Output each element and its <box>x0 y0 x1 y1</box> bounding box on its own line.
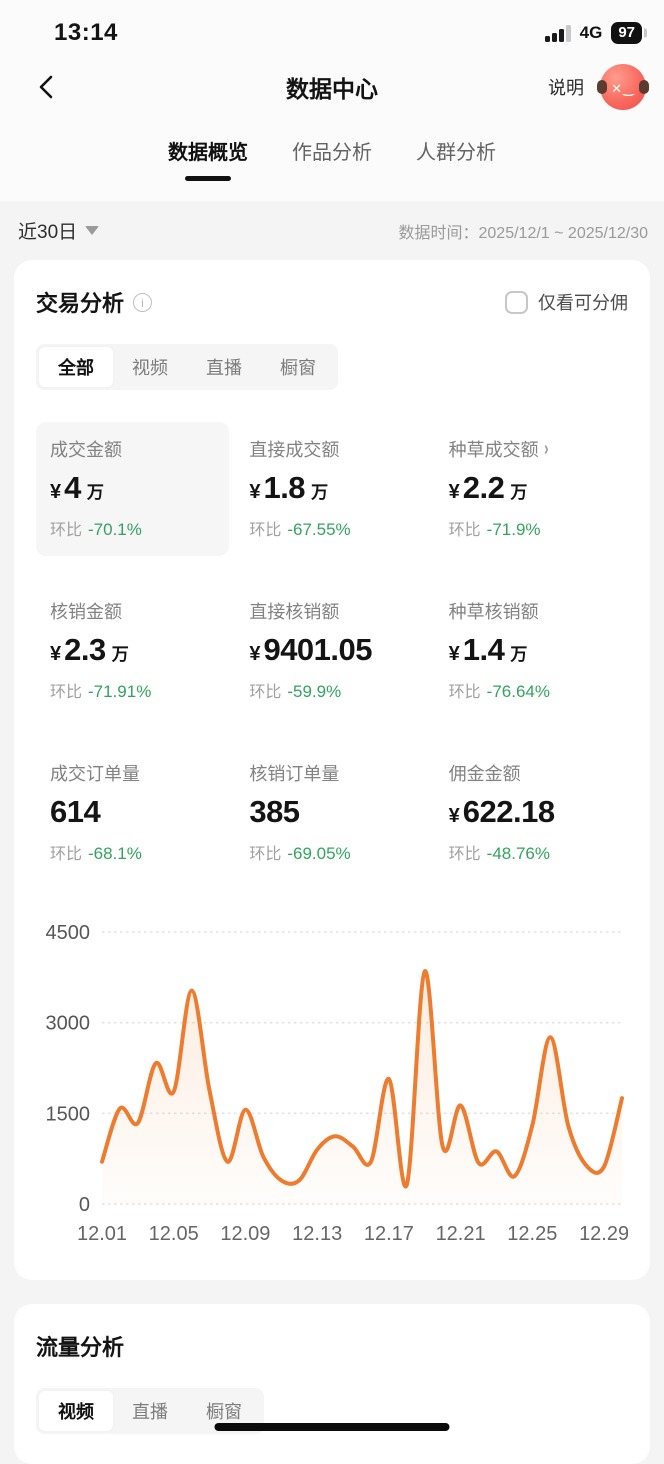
metric-label: 直接成交额 <box>249 440 340 460</box>
svg-text:12.17: 12.17 <box>364 1223 414 1245</box>
trend-line-chart: 0 1500 3000 4500 12.01 12.05 12.09 12.13 12.17 12… <box>46 922 629 1245</box>
metric-compare: 环比 -71.9% <box>448 520 541 539</box>
metric-cell[interactable]: 成交订单量 614 环比 -68.1% <box>36 746 229 880</box>
metric-compare: 环比 -59.9% <box>249 682 342 701</box>
metric-cell[interactable]: 直接核销额 ¥9401.05 环比 -59.9% <box>235 584 428 718</box>
clock: 13:14 <box>54 19 118 46</box>
metric-label: 直接核销额 <box>249 602 340 622</box>
metric-compare: 环比 -67.55% <box>249 520 351 539</box>
svg-text:12.05: 12.05 <box>149 1223 199 1245</box>
trade-analysis-card: 交易分析 i 仅看可分佣 全部 视频 直播 橱窗 成交金额 ¥4 万环比 -70.1%… <box>14 260 650 1280</box>
svg-text:4500: 4500 <box>46 922 91 944</box>
commission-checkbox[interactable] <box>505 290 528 314</box>
battery-icon: 97 <box>611 22 642 44</box>
metric-value: ¥9401.05 <box>249 632 373 667</box>
metric-value: ¥2.2 万 <box>448 470 528 505</box>
date-range-selector[interactable]: 近30日 <box>18 217 100 244</box>
trade-segment-video[interactable]: 视频 <box>132 358 168 378</box>
tab-audience-analysis[interactable]: 人群分析 <box>416 142 496 164</box>
date-range-label: 近30日 <box>18 222 78 243</box>
caret-down-icon <box>85 226 100 235</box>
network-type: 4G <box>579 23 603 42</box>
metric-value: ¥4 万 <box>50 470 104 505</box>
metric-cell[interactable]: 成交金额 ¥4 万环比 -70.1% <box>36 422 230 556</box>
traffic-segment-showcase[interactable]: 橱窗 <box>206 1402 242 1422</box>
filter-row: 近30日 数据时间：2025/12/1 ~ 2025/12/30 <box>0 201 664 260</box>
svg-text:0: 0 <box>79 1194 90 1216</box>
traffic-analysis-card: 流量分析 视频 直播 橱窗 <box>14 1304 650 1464</box>
trade-segmented-control: 全部 视频 直播 橱窗 <box>36 344 338 390</box>
metric-label: 佣金金额 <box>448 764 521 784</box>
svg-text:12.25: 12.25 <box>507 1223 557 1245</box>
metric-value: 614 <box>50 794 101 829</box>
metric-compare: 环比 -69.05% <box>249 844 351 863</box>
metric-label: 成交订单量 <box>50 764 140 784</box>
metric-cell[interactable]: 种草成交额 › ¥2.2 万环比 -71.9% <box>435 422 628 556</box>
metric-label: 种草核销额 <box>448 602 539 622</box>
metrics-grid: 成交金额 ¥4 万环比 -70.1% 直接成交额 ¥1.8 万环比 -67.55% 种草成交额 ›… <box>36 422 628 880</box>
signal-icon <box>545 24 571 42</box>
commission-filter[interactable]: 仅看可分佣 <box>505 289 628 315</box>
top-section: 13:14 4G 97 数据中心 说明 ✕‿ 数据概览 作品分析 人群分析 <box>0 0 664 201</box>
metric-compare: 环比 -48.76% <box>448 844 550 863</box>
data-time-range: 数据时间：2025/12/1 ~ 2025/12/30 <box>398 224 648 242</box>
top-tab-bar: 数据概览 作品分析 人群分析 <box>0 118 664 201</box>
metric-label: 核销订单量 <box>249 764 340 784</box>
metric-value: ¥1.8 万 <box>249 470 329 505</box>
metric-cell[interactable]: 直接成交额 ¥1.8 万环比 -67.55% <box>235 422 428 556</box>
svg-text:1500: 1500 <box>46 1103 91 1125</box>
metric-compare: 环比 -68.1% <box>50 844 142 863</box>
info-icon[interactable]: i <box>133 292 153 312</box>
traffic-segment-live[interactable]: 直播 <box>132 1402 168 1422</box>
svg-text:12.09: 12.09 <box>220 1223 270 1245</box>
commission-checkbox-label: 仅看可分佣 <box>538 293 628 313</box>
back-button[interactable] <box>34 67 74 107</box>
metric-cell[interactable]: 核销订单量 385 环比 -69.05% <box>235 746 428 880</box>
metric-value: ¥1.4 万 <box>448 632 528 667</box>
svg-text:12.21: 12.21 <box>436 1223 486 1245</box>
metric-cell[interactable]: 佣金金额 ¥622.18 环比 -48.76% <box>435 746 628 880</box>
back-chevron-icon <box>39 75 53 99</box>
home-indicator[interactable] <box>214 1423 450 1431</box>
svg-text:3000: 3000 <box>46 1013 91 1035</box>
chevron-right-icon: › <box>543 438 549 460</box>
svg-text:12.29: 12.29 <box>579 1223 628 1245</box>
metric-value: ¥2.3 万 <box>50 632 129 667</box>
svg-text:12.13: 12.13 <box>292 1223 342 1245</box>
metric-label: 种草成交额 › <box>448 438 549 460</box>
traffic-analysis-title: 流量分析 <box>36 1335 125 1360</box>
trade-analysis-title: 交易分析 <box>36 291 125 316</box>
metric-label: 核销金额 <box>50 602 122 622</box>
metric-compare: 环比 -76.64% <box>448 682 550 701</box>
status-bar: 13:14 4G 97 <box>0 0 664 56</box>
metric-value: 385 <box>249 794 300 829</box>
trade-trend-chart: 0 1500 3000 4500 12.01 12.05 12.09 12.13 12.17 12… <box>36 914 629 1250</box>
trade-segment-all[interactable]: 全部 <box>39 347 113 387</box>
tab-data-overview[interactable]: 数据概览 <box>166 134 250 175</box>
metric-compare: 环比 -71.91% <box>50 682 152 701</box>
trade-segment-live[interactable]: 直播 <box>206 358 242 378</box>
avatar[interactable]: ✕‿ <box>597 64 649 110</box>
metric-cell[interactable]: 核销金额 ¥2.3 万环比 -71.91% <box>36 584 229 718</box>
svg-text:12.01: 12.01 <box>77 1223 127 1245</box>
navigation-bar: 数据中心 说明 ✕‿ <box>0 56 664 118</box>
trade-segment-showcase[interactable]: 橱窗 <box>280 358 316 378</box>
tab-content-analysis[interactable]: 作品分析 <box>292 142 372 164</box>
metric-compare: 环比 -70.1% <box>50 520 142 539</box>
metric-value: ¥622.18 <box>448 794 555 829</box>
help-button[interactable]: 说明 <box>548 78 584 98</box>
metric-cell[interactable]: 种草核销额 ¥1.4 万环比 -76.64% <box>435 584 628 718</box>
page-title: 数据中心 <box>286 76 378 102</box>
traffic-segment-video[interactable]: 视频 <box>39 1391 113 1431</box>
metric-label: 成交金额 <box>50 440 122 460</box>
